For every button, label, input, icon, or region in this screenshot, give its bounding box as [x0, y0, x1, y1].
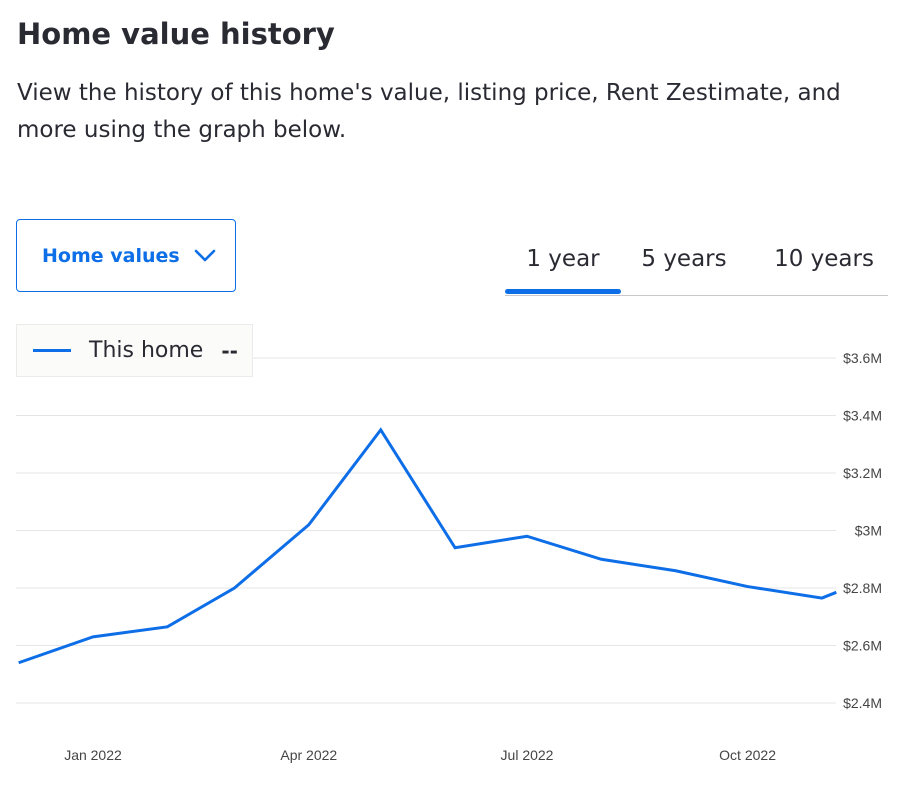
- x-tick-label: Jan 2022: [64, 747, 122, 763]
- y-tick-label: $3.6M: [843, 350, 882, 366]
- legend-label: This home: [89, 338, 204, 363]
- x-tick-label: Oct 2022: [719, 747, 776, 763]
- selected-tab-indicator: [505, 289, 621, 294]
- tab-1-year[interactable]: 1 year: [526, 245, 600, 272]
- series-layer: [18, 427, 837, 665]
- section-description: View the history of this home's value, l…: [17, 80, 841, 143]
- y-tick-label: $2.8M: [843, 580, 882, 596]
- home-values-dropdown[interactable]: Home values: [16, 219, 236, 292]
- y-tick-label: $2.4M: [843, 695, 882, 711]
- tab-10-years[interactable]: 10 years: [774, 245, 874, 272]
- x-tick-label: Apr 2022: [280, 747, 337, 763]
- y-tick-label: $3.2M: [843, 465, 882, 481]
- dropdown-label: Home values: [42, 244, 180, 267]
- page-title: Home value history: [17, 17, 335, 51]
- legend-value: --: [221, 338, 238, 363]
- time-range-tabs: 1 year 5 years 10 years: [505, 222, 888, 296]
- x-tick-label: Jul 2022: [501, 747, 554, 763]
- y-tick-label: $3M: [855, 523, 882, 539]
- grid-layer: [16, 357, 836, 704]
- series-line-this-home: [18, 427, 837, 665]
- tab-5-years[interactable]: 5 years: [641, 245, 727, 272]
- legend-line-swatch: [33, 349, 71, 352]
- chart-legend: This home --: [16, 324, 253, 377]
- chevron-down-icon: [194, 249, 216, 261]
- y-axis-tick-labels: $3.6M $3.4M $3.2M $3M $2.8M $2.6M $2.4M: [843, 350, 882, 711]
- y-tick-label: $2.6M: [843, 638, 882, 654]
- y-tick-label: $3.4M: [843, 408, 882, 424]
- home-value-chart: $3.6M $3.4M $3.2M $3M $2.8M $2.6M $2.4M Jan 20…: [16, 350, 882, 763]
- x-axis-tick-labels: Jan 2022 Apr 2022 Jul 2022 Oct 2022: [64, 747, 776, 763]
